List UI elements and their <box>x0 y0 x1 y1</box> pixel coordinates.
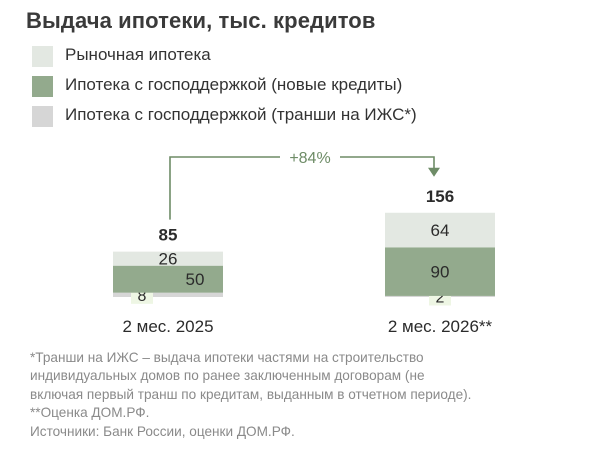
legend-swatch-state-new <box>32 76 53 97</box>
legend-label-state-new: Ипотека с господдержкой (новые кредиты) <box>65 75 403 94</box>
data-label-izhs-tranches: 2 <box>436 289 445 306</box>
data-label-izhs-tranches: 8 <box>138 288 147 305</box>
data-label-state-new: 50 <box>186 270 205 289</box>
bar-segment-state-new <box>113 265 223 293</box>
bar-segment-state-new <box>385 247 495 296</box>
footnote-line: индивидуальных домов по ранее заключенны… <box>30 368 425 384</box>
chart-title: Выдача ипотеки, тыс. кредитов <box>26 8 376 33</box>
total-label: 85 <box>159 226 178 245</box>
growth-label: +84% <box>289 150 330 167</box>
legend-label-market: Рыночная ипотека <box>65 45 211 64</box>
footnote-line: Источники: Банк России, оценки ДОМ.РФ. <box>30 423 295 439</box>
legend-swatch-izhs-tranches <box>32 106 53 127</box>
bar-segment-market <box>113 251 223 266</box>
data-label-state-new: 90 <box>431 263 450 282</box>
category-label: 2 мес. 2025 <box>122 317 213 336</box>
total-label: 156 <box>426 187 454 206</box>
footnotes: *Транши на ИЖС – выдача ипотеки частями … <box>30 349 471 441</box>
bar-segment-izhs-tranches <box>113 292 223 297</box>
growth-label-bg <box>280 146 340 168</box>
stacked-bar-chart: 8 50 26 85 2 мес. 2025 2 90 64 156 2 мес. 2026** +… <box>113 146 495 336</box>
footnote-line: включая первый транш по кредитам, выданн… <box>30 386 472 402</box>
legend-swatch-market <box>32 46 53 67</box>
category-label: 2 мес. 2026** <box>388 317 493 336</box>
footnote-line: *Транши на ИЖС – выдача ипотеки частями … <box>30 350 424 365</box>
data-label-market: 26 <box>159 250 178 269</box>
bar-segment-market <box>385 212 495 248</box>
data-label-market: 64 <box>431 221 450 240</box>
footnote-line: **Оценка ДОМ.РФ. <box>30 405 150 421</box>
growth-arrow-head <box>428 167 440 177</box>
legend-label-izhs-tranches: Ипотека с господдержкой (транши на ИЖС*) <box>65 105 417 124</box>
